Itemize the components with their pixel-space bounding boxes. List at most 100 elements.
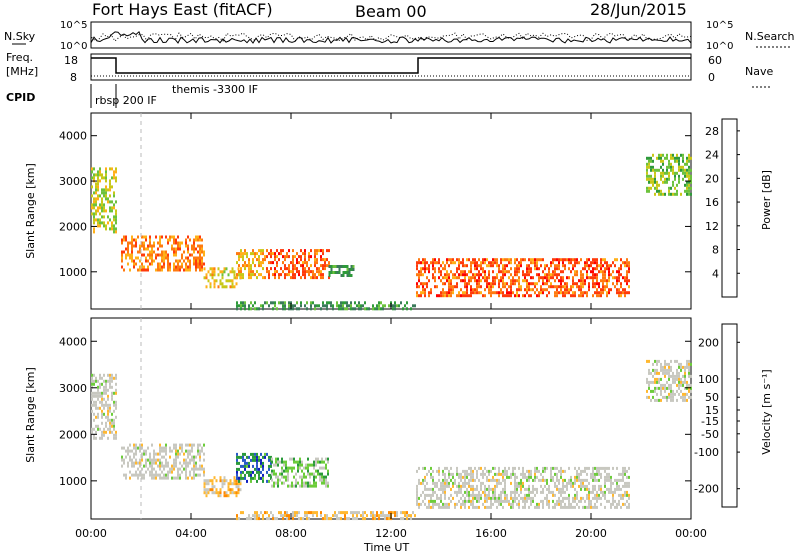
data-cell [620, 478, 622, 482]
data-cell [392, 307, 394, 311]
data-cell [654, 171, 656, 175]
data-cell [374, 514, 376, 518]
data-cell [294, 304, 296, 308]
data-cell [670, 156, 672, 160]
data-cell [300, 258, 302, 262]
data-cell [480, 264, 482, 268]
data-cell [512, 496, 514, 500]
data-cell [426, 276, 428, 280]
data-cell [626, 276, 628, 280]
data-cell [450, 493, 452, 497]
data-cell [514, 261, 516, 265]
data-cell [468, 282, 470, 286]
data-cell [466, 291, 468, 295]
data-cell [217, 273, 220, 277]
data-cell [546, 478, 548, 482]
data-cell [566, 496, 568, 500]
data-cell [660, 392, 662, 396]
data-cell [534, 282, 536, 286]
data-cell [548, 505, 550, 509]
data-cell [131, 256, 133, 260]
data-cell [534, 472, 536, 476]
data-cell [460, 472, 462, 476]
data-cell [287, 484, 289, 488]
data-cell [600, 264, 602, 268]
data-cell [492, 276, 494, 280]
data-cell [254, 264, 256, 268]
data-cell [248, 304, 250, 308]
data-cell [153, 461, 155, 465]
data-cell [107, 221, 109, 225]
data-cell [676, 156, 678, 160]
data-cell [240, 470, 242, 474]
data-cell [179, 244, 181, 248]
data-cell [672, 377, 674, 381]
data-cell [522, 273, 524, 277]
data-cell [474, 466, 476, 470]
data-cell [522, 475, 524, 479]
data-cell [109, 167, 111, 171]
data-cell [442, 261, 444, 265]
data-cell [197, 446, 199, 450]
data-cell [207, 488, 210, 492]
data-cell [580, 288, 582, 292]
data-cell [326, 264, 328, 268]
data-cell [193, 241, 195, 245]
data-cell [223, 270, 226, 274]
data-cell [582, 282, 584, 286]
data-cell [236, 452, 238, 456]
data-cell [628, 475, 630, 479]
data-cell [598, 294, 600, 298]
data-cell [650, 398, 652, 402]
data-cell [344, 301, 346, 305]
data-cell [334, 514, 336, 518]
data-cell [260, 273, 262, 277]
data-cell [380, 514, 382, 518]
data-cell [203, 443, 205, 447]
data-cell [688, 156, 690, 160]
data-cell [256, 258, 258, 262]
data-cell [325, 457, 327, 461]
data-cell [688, 386, 690, 390]
data-cell [91, 373, 93, 377]
data-cell [608, 276, 610, 280]
data-cell [578, 466, 580, 470]
data-cell [141, 262, 143, 266]
data-cell [256, 517, 258, 521]
data-cell [167, 476, 169, 480]
data-cell [157, 268, 159, 272]
data-cell [438, 294, 440, 298]
data-cell [668, 368, 670, 372]
data-cell [93, 218, 95, 222]
data-cell [522, 505, 524, 509]
data-cell [558, 273, 560, 277]
data-cell [274, 273, 276, 277]
data-cell [676, 359, 678, 363]
data-cell [211, 488, 214, 492]
data-cell [93, 215, 95, 219]
data-cell [468, 484, 470, 488]
data-cell [600, 291, 602, 295]
data-cell [574, 475, 576, 479]
data-cell [382, 304, 384, 308]
data-cell [203, 467, 205, 471]
data-cell [494, 496, 496, 500]
data-cell [606, 282, 608, 286]
data-cell [668, 365, 670, 369]
data-cell [502, 258, 504, 262]
data-cell [143, 473, 145, 477]
data-cell [514, 493, 516, 497]
data-cell [296, 301, 298, 305]
data-cell [596, 282, 598, 286]
data-cell [552, 276, 554, 280]
data-cell [310, 301, 312, 305]
data-cell [111, 424, 113, 428]
data-cell [250, 270, 252, 274]
data-cell [205, 479, 208, 483]
data-cell [309, 472, 311, 476]
data-cell [546, 487, 548, 491]
data-cell [444, 481, 446, 485]
data-cell [177, 452, 179, 456]
data-cell [562, 496, 564, 500]
data-cell [388, 514, 390, 518]
